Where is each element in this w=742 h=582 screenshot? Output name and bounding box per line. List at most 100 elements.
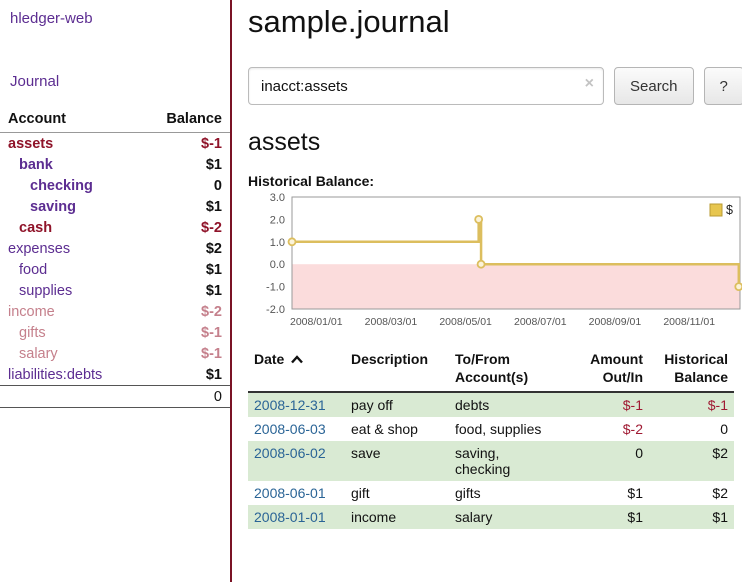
register-amount: $1: [627, 509, 643, 526]
account-name-cell: expenses: [0, 238, 139, 259]
account-link[interactable]: bank: [19, 156, 53, 173]
register-balance: $2: [712, 445, 728, 462]
account-link[interactable]: checking: [30, 177, 93, 194]
register-description: gift: [351, 485, 370, 502]
register-description: income: [351, 509, 397, 526]
account-row: saving $1: [0, 196, 230, 217]
account-heading: assets: [248, 128, 321, 156]
register-row: 2008-01-01 income salary $1 $1: [248, 505, 734, 530]
account-row: cash $-2: [0, 217, 230, 238]
register-date-cell: 2008-01-01: [248, 505, 345, 529]
account-name-cell: salary: [0, 343, 139, 364]
register-date-cell: 2008-12-31: [248, 392, 345, 417]
svg-text:2008/09/01: 2008/09/01: [589, 316, 642, 328]
register-header-amount: Amount Out/In: [571, 348, 649, 394]
svg-text:2008/01/01: 2008/01/01: [290, 316, 343, 328]
transaction-date-link[interactable]: 2008-06-03: [254, 421, 326, 438]
register-accounts: gifts: [455, 485, 481, 502]
account-balance: $2: [205, 240, 222, 257]
svg-text:1.0: 1.0: [270, 237, 285, 249]
transaction-date-link[interactable]: 2008-12-31: [254, 397, 326, 414]
transaction-date-link[interactable]: 2008-06-01: [254, 485, 326, 502]
transaction-date-link[interactable]: 2008-06-02: [254, 445, 326, 462]
account-link[interactable]: liabilities:debts: [8, 366, 103, 383]
account-row: assets $-1: [0, 133, 230, 155]
chart-title: Historical Balance:: [248, 173, 375, 189]
accounts-total-spacer: [0, 385, 140, 408]
register-header-row: Date Description To/From Account(s) Amount Ou…: [248, 348, 734, 394]
sidebar: hledger-web Journal Account Balance asse…: [0, 0, 232, 582]
account-link[interactable]: cash: [19, 219, 53, 236]
register-accounts: debts: [455, 397, 490, 414]
register-balance: $2: [712, 485, 728, 502]
register-balance: $1: [712, 509, 728, 526]
account-link[interactable]: income: [8, 303, 55, 320]
page-title: sample.journal: [248, 4, 450, 39]
register-header-accounts: To/From Account(s): [449, 348, 571, 394]
search-box: ×: [248, 67, 604, 105]
register-description: save: [351, 445, 381, 462]
register-balance: 0: [720, 421, 728, 438]
register-description: eat & shop: [351, 421, 418, 438]
account-name-cell: supplies: [0, 280, 139, 301]
account-balance: $-1: [201, 324, 222, 341]
account-row: checking 0: [0, 175, 230, 196]
register-header-description: Description: [345, 348, 449, 394]
account-balance: $1: [205, 366, 222, 383]
account-link[interactable]: expenses: [8, 240, 71, 257]
register-accounts: food, supplies: [455, 421, 542, 438]
register-row: 2008-12-31 pay off debts $-1 $-1: [248, 392, 734, 418]
accounts-total-balance: 0: [139, 385, 230, 408]
svg-text:2008/05/01: 2008/05/01: [439, 316, 492, 328]
app-title[interactable]: hledger-web: [10, 10, 93, 27]
accounts-table: Account Balance assets $-1 bank $1 checking 0…: [0, 108, 230, 408]
account-name-cell: gifts: [0, 322, 139, 343]
journal-link[interactable]: Journal: [10, 73, 60, 90]
account-name-cell: food: [0, 259, 139, 280]
account-name-cell: assets: [0, 133, 139, 155]
accounts-header-row: Account Balance: [0, 108, 230, 133]
account-name-cell: bank: [0, 154, 139, 175]
help-button[interactable]: ?: [703, 67, 742, 105]
transaction-date-link[interactable]: 2008-01-01: [254, 509, 326, 526]
account-link[interactable]: assets: [8, 135, 54, 152]
historical-balance-chart: 3.0 2.0 1.0 0.0 -1.0 -2.0 2008/01/01 2008/03/01…: [248, 191, 742, 336]
accounts-total-row: 0: [0, 385, 230, 408]
account-row: liabilities:debts $1: [0, 364, 230, 386]
register-row: 2008-06-02 save saving, checking 0 $2: [248, 441, 734, 482]
search-button[interactable]: Search: [614, 67, 694, 105]
register-row: 2008-06-01 gift gifts $1 $2: [248, 481, 734, 505]
search-input[interactable]: [248, 67, 604, 105]
sort-asc-icon: [291, 355, 304, 364]
account-link[interactable]: food: [19, 261, 48, 278]
register-accounts: salary: [455, 509, 493, 526]
account-balance: $1: [205, 282, 222, 299]
account-name-cell: saving: [0, 196, 139, 217]
account-row: food $1: [0, 259, 230, 280]
main-content: sample.journal × Search ? assets Histori…: [232, 0, 742, 582]
account-name-cell: cash: [0, 217, 139, 238]
account-link[interactable]: salary: [19, 345, 58, 362]
svg-text:0.0: 0.0: [270, 259, 285, 271]
account-balance: $1: [205, 261, 222, 278]
svg-text:3.0: 3.0: [270, 192, 285, 204]
account-link[interactable]: saving: [30, 198, 76, 215]
svg-text:-1.0: -1.0: [266, 282, 285, 294]
account-balance: $-1: [201, 135, 222, 152]
search-bar: × Search ?: [248, 67, 742, 105]
accounts-header-account: Account: [0, 108, 140, 133]
register-header-date[interactable]: Date: [248, 348, 345, 394]
account-link[interactable]: gifts: [19, 324, 46, 341]
account-row: expenses $2: [0, 238, 230, 259]
svg-text:2008/11/01: 2008/11/01: [663, 316, 715, 328]
register-amount: $-2: [622, 421, 643, 438]
account-link[interactable]: supplies: [19, 282, 73, 299]
clear-search-icon[interactable]: ×: [584, 75, 594, 92]
register-description: pay off: [351, 397, 393, 414]
register-amount: 0: [635, 445, 643, 462]
register-balance: $-1: [707, 397, 728, 414]
account-balance: 0: [213, 177, 222, 194]
accounts-header-balance: Balance: [139, 108, 230, 133]
svg-text:-2.0: -2.0: [266, 304, 285, 316]
account-row: gifts $-1: [0, 322, 230, 343]
